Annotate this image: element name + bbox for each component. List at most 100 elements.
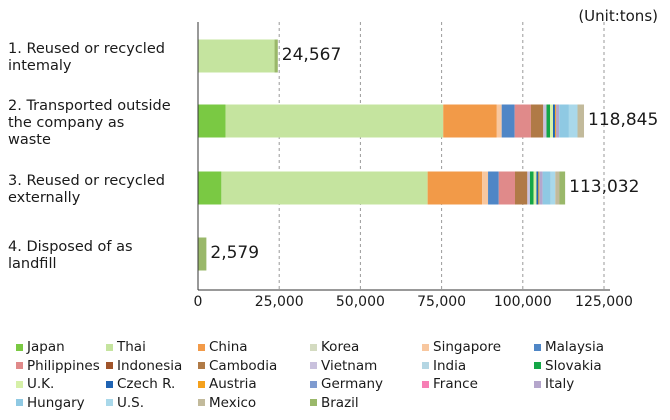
category-label-line: the company as — [8, 114, 125, 131]
legend-label: Mexico — [209, 394, 257, 411]
legend-label: Czech R. — [117, 376, 176, 392]
bar-segment-1-2 — [443, 104, 497, 138]
bar-segment-0-21 — [274, 39, 278, 73]
legend-swatch — [422, 380, 429, 388]
legend-label: France — [433, 376, 478, 392]
bar-segment-2-0 — [198, 171, 222, 205]
x-tick-label: 125,000 — [575, 294, 633, 310]
bar-segment-2-19 — [550, 171, 556, 205]
legend-item: India — [422, 357, 534, 376]
bar-segment-1-1 — [225, 104, 444, 138]
legend-label: Cambodia — [209, 357, 278, 374]
legend: Japan Thai China Korea Singapore Malaysia Phil… — [16, 338, 666, 412]
legend-label: Singapore — [433, 339, 502, 355]
legend-swatch — [310, 380, 317, 388]
legend-label: Indonesia — [117, 357, 183, 374]
legend-swatch — [106, 399, 113, 407]
legend-label: Malaysia — [545, 339, 604, 355]
legend-item: Cambodia — [198, 357, 310, 376]
x-tick-label: 0 — [193, 294, 203, 310]
bar-segment-1-18 — [559, 104, 569, 138]
legend-swatch — [534, 343, 541, 351]
legend-item: Japan — [16, 338, 106, 357]
x-tick-label: 25,000 — [254, 294, 304, 310]
bar-segment-3-21 — [198, 237, 207, 271]
legend-swatch — [16, 380, 23, 388]
bar-segment-2-17 — [539, 171, 543, 205]
category-label-line: externally — [8, 190, 81, 206]
bar-segment-1-14 — [554, 104, 556, 138]
legend-label: U.K. — [27, 376, 55, 392]
legend-swatch — [16, 399, 23, 407]
category-label-line: waste — [8, 131, 51, 148]
bar-segment-2-6 — [498, 171, 516, 205]
legend-label: Brazil — [321, 394, 359, 411]
bar-segment-2-12 — [533, 171, 537, 205]
legend-label: Germany — [321, 376, 384, 392]
legend-item: Thai — [106, 338, 198, 357]
x-tick-label: 75,000 — [417, 294, 467, 310]
legend-item: Korea — [310, 338, 422, 357]
bar-segment-0-1 — [198, 39, 275, 73]
legend-swatch — [198, 380, 205, 388]
legend-item: Slovakia — [534, 357, 644, 376]
category-label-line: 2. Transported outside — [8, 97, 171, 114]
legend-item: U.K. — [16, 375, 106, 394]
category-label-line: intemaly — [8, 58, 72, 74]
bar-segment-1-0 — [198, 104, 226, 138]
bar-segment-1-17 — [555, 104, 560, 138]
category-label-line: 3. Reused or recycled — [8, 173, 165, 189]
legend-label: Thai — [117, 339, 146, 355]
bar-segment-2-21 — [559, 171, 566, 205]
legend-item: Vietnam — [310, 357, 422, 376]
legend-item: Indonesia — [106, 357, 198, 376]
legend-label: Austria — [209, 376, 257, 392]
bar-total-label: 24,567 — [281, 45, 342, 65]
category-label-2: 2. Transported outside the company as wast… — [8, 98, 193, 149]
legend-item: U.S. — [106, 394, 198, 413]
legend-label: Japan — [27, 339, 65, 355]
bar-segment-2-11 — [529, 171, 534, 205]
bar-segment-1-6 — [514, 104, 531, 138]
legend-swatch — [106, 380, 113, 388]
category-label-4: 4. Disposed of as landfill — [8, 239, 193, 273]
legend-swatch — [198, 399, 205, 407]
legend-label: Korea — [321, 339, 360, 355]
legend-swatch — [198, 343, 205, 351]
legend-label: China — [209, 339, 248, 355]
legend-swatch — [16, 362, 23, 370]
legend-label: India — [433, 357, 467, 374]
legend-item: Austria — [198, 375, 310, 394]
bar-segment-1-8 — [530, 104, 544, 138]
legend-swatch — [310, 362, 317, 370]
category-label-1: 1. Reused or recycled intemaly — [8, 41, 193, 75]
legend-swatch — [534, 380, 541, 388]
legend-item: China — [198, 338, 310, 357]
legend-item: Czech R. — [106, 375, 198, 394]
category-label-line: 4. Disposed of as — [8, 239, 133, 255]
unit-label: (Unit:tons) — [578, 7, 658, 25]
bar-segment-1-4 — [496, 104, 502, 138]
legend-swatch — [310, 399, 317, 407]
bar-segment-2-20 — [555, 171, 560, 205]
legend-label: Vietnam — [321, 357, 378, 374]
legend-swatch — [16, 343, 23, 351]
legend-item: Germany — [310, 375, 422, 394]
legend-item: Philippines — [16, 357, 106, 376]
legend-label: Philippines — [27, 357, 100, 374]
legend-label: Italy — [545, 376, 575, 392]
bar-segment-2-13 — [536, 171, 539, 205]
x-tick-label: 100,000 — [493, 294, 552, 310]
bar-total-label: 2,579 — [210, 243, 260, 263]
category-label-3: 3. Reused or recycled externally — [8, 173, 193, 207]
bar-segment-2-4 — [482, 171, 489, 205]
bar-segment-1-11 — [546, 104, 551, 138]
legend-item: Malaysia — [534, 338, 644, 357]
bar-segment-2-2 — [427, 171, 483, 205]
bar-segment-1-20 — [577, 104, 585, 138]
bar-segment-1-13 — [553, 104, 555, 138]
legend-item: France — [422, 375, 534, 394]
bar-segment-1-5 — [501, 104, 515, 138]
legend-swatch — [422, 343, 429, 351]
